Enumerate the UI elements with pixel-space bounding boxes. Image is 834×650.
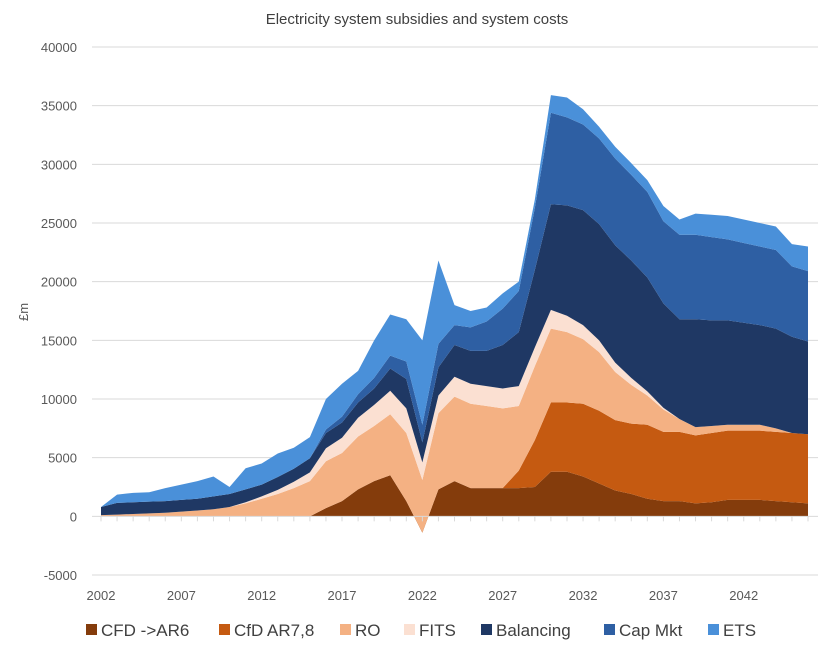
x-tick-label: 2042 — [729, 588, 758, 603]
legend-swatch — [404, 624, 415, 635]
legend-swatch — [219, 624, 230, 635]
y-axis-label: £m — [16, 303, 31, 321]
area-ro — [101, 328, 808, 533]
x-tick-label: 2007 — [167, 588, 196, 603]
legend-label: CfD AR7,8 — [234, 621, 314, 640]
y-tick-label: 15000 — [41, 333, 77, 348]
y-tick-label: 35000 — [41, 99, 77, 114]
legend-label: Balancing — [496, 621, 571, 640]
area-cap-mkt — [101, 112, 808, 507]
legend-swatch — [86, 624, 97, 635]
legend-swatch — [481, 624, 492, 635]
area-balancing — [101, 204, 808, 516]
area-cfd-ar6 — [101, 471, 808, 533]
y-tick-label: 30000 — [41, 157, 77, 172]
chart-title: Electricity system subsidies and system … — [266, 11, 569, 28]
x-tick-label: 2017 — [328, 588, 357, 603]
y-tick-label: 5000 — [48, 451, 77, 466]
x-tick-label: 2037 — [649, 588, 678, 603]
x-tick-label: 2012 — [247, 588, 276, 603]
legend-label: RO — [355, 621, 381, 640]
y-tick-labels: -5000 0 5000 10000 15000 20000 25000 30000 35000… — [41, 40, 77, 583]
legend-label: Cap Mkt — [619, 621, 683, 640]
gridlines — [92, 46, 818, 576]
x-tick-labels: 2002 2007 2012 2017 2022 2027 2032 2037 2042 — [87, 588, 759, 603]
y-tick-label: -5000 — [44, 568, 77, 583]
legend-label: CFD ->AR6 — [101, 621, 189, 640]
y-tick-label: 20000 — [41, 275, 77, 290]
x-tick-label: 2032 — [569, 588, 598, 603]
y-tick-label: 0 — [70, 509, 77, 524]
x-tick-label: 2002 — [87, 588, 116, 603]
area-series — [101, 95, 808, 533]
legend-swatch — [604, 624, 615, 635]
y-tick-label: 25000 — [41, 216, 77, 231]
legend-label: ETS — [723, 621, 756, 640]
area-cfd-ar7-8 — [101, 402, 808, 533]
x-tick-label: 2022 — [408, 588, 437, 603]
x-axis — [92, 515, 818, 522]
legend-swatch — [708, 624, 719, 635]
legend-label: FITS — [419, 621, 456, 640]
y-tick-label: 40000 — [41, 40, 77, 55]
legend-swatch — [340, 624, 351, 635]
y-tick-label: 10000 — [41, 392, 77, 407]
x-tick-label: 2027 — [488, 588, 517, 603]
legend: CFD ->AR6 CfD AR7,8 RO FITS Balancing Cap Mkt… — [86, 621, 756, 640]
